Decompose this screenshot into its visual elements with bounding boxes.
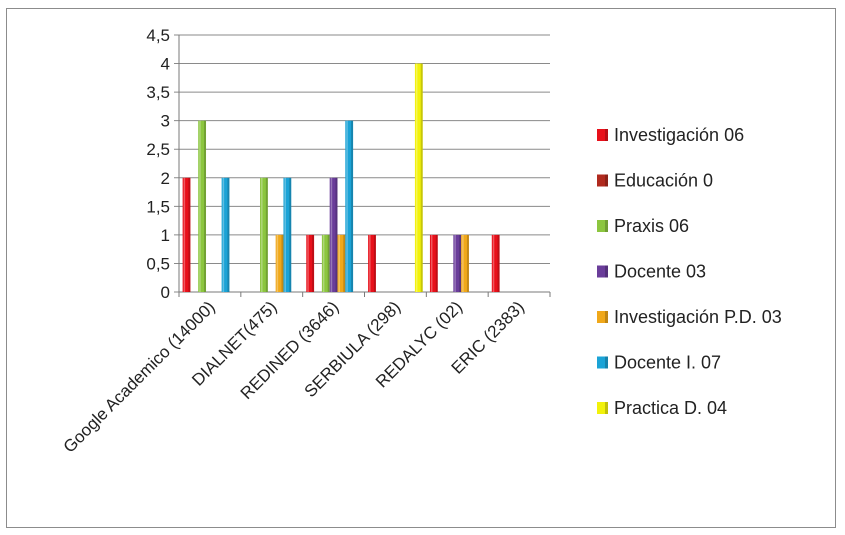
- y-tick-label: 4,5: [146, 26, 170, 45]
- bar-4-1: [275, 234, 284, 292]
- legend-label: Investigación 06: [614, 125, 744, 145]
- legend-item: Educación 0: [597, 171, 713, 191]
- bar-2-0: [198, 120, 207, 293]
- legend-item: Practica D. 04: [597, 398, 727, 418]
- bar-highlight: [183, 177, 186, 292]
- bar-highlight: [307, 234, 309, 292]
- y-tick-label: 3,5: [146, 83, 170, 102]
- bar-highlight: [462, 234, 464, 292]
- bar-shade: [327, 234, 330, 292]
- bar-shade: [466, 234, 469, 292]
- bar-2-2: [321, 234, 330, 292]
- bar-shade: [312, 234, 315, 292]
- y-tick-label: 2: [161, 169, 170, 188]
- bar-shade: [204, 120, 207, 293]
- axes: [178, 35, 551, 297]
- legend-item: Investigación 06: [597, 125, 744, 145]
- bar-shade: [497, 234, 500, 292]
- bar-shade: [289, 177, 292, 292]
- bar-0-3: [368, 234, 376, 292]
- bar-3-4: [453, 234, 462, 292]
- bar-0-4: [429, 234, 438, 292]
- legend-swatch-shade: [605, 220, 608, 232]
- gridlines: [174, 34, 550, 293]
- bar-3-2: [329, 177, 338, 292]
- legend-swatch-shade: [605, 356, 608, 369]
- legend-item: Docente 03: [597, 262, 706, 282]
- y-tick-label: 4: [161, 55, 170, 74]
- bar-highlight: [430, 234, 433, 292]
- y-tick-label: 3: [161, 112, 170, 131]
- bar-5-1: [283, 177, 292, 292]
- bar-2-1: [260, 177, 268, 292]
- legend-swatch: [597, 220, 608, 232]
- legend-swatch-shade: [605, 402, 608, 414]
- bar-highlight: [415, 63, 418, 292]
- legend-label: Docente I. 07: [614, 353, 721, 373]
- y-tick-labels: 0 0,5 1 1,5 2 2,5 3 3,5 4 4,5: [146, 26, 170, 302]
- legend-label: Praxis 06: [614, 216, 689, 236]
- legend-item: Praxis 06: [597, 216, 689, 236]
- bar-shade: [351, 120, 354, 293]
- legend-swatch-shade: [605, 129, 608, 141]
- bar-5-2: [345, 120, 354, 293]
- bar-shade: [343, 234, 346, 292]
- legend-swatch: [597, 265, 608, 278]
- x-category-labels: Google Academico (14000)DIALNET(475)REDI…: [60, 297, 528, 456]
- y-tick-label: 1: [161, 226, 170, 245]
- bar-highlight: [222, 177, 225, 292]
- bar-shade: [373, 234, 376, 292]
- legend-swatch: [597, 356, 608, 369]
- bars: [182, 63, 500, 293]
- legend-swatch: [597, 311, 608, 323]
- legend-label: Educación 0: [614, 171, 713, 191]
- bar-4-2: [337, 234, 346, 292]
- bar-shade: [265, 177, 268, 292]
- legend: Investigación 06 Educación 0 Praxis 06 Doce…: [597, 125, 782, 418]
- legend-swatch-shade: [605, 265, 608, 278]
- bar-highlight: [346, 120, 348, 293]
- bar-highlight: [492, 234, 495, 292]
- legend-label: Docente 03: [614, 262, 706, 282]
- bar-highlight: [454, 234, 456, 292]
- y-tick-label: 0: [161, 283, 170, 302]
- bar-0-5: [491, 234, 500, 292]
- bar-highlight: [261, 177, 263, 292]
- bar-6-3: [414, 63, 423, 292]
- bar-0-2: [306, 234, 315, 292]
- bar-highlight: [330, 177, 333, 292]
- legend-item: Docente I. 07: [597, 353, 721, 373]
- legend-label: Practica D. 04: [614, 398, 727, 418]
- bar-4-4: [461, 234, 469, 292]
- legend-swatch: [597, 174, 608, 187]
- bar-chart: 0 0,5 1 1,5 2 2,5 3 3,5 4 4,5 Google Academico (1…: [60, 26, 782, 457]
- bar-highlight: [199, 120, 201, 293]
- bar-highlight: [322, 234, 325, 292]
- bar-highlight: [284, 177, 286, 292]
- legend-label: Investigación P.D. 03: [614, 307, 782, 327]
- y-tick-label: 0,5: [146, 254, 170, 273]
- bar-0-0: [182, 177, 191, 292]
- legend-swatch-shade: [605, 311, 608, 323]
- legend-swatch: [597, 402, 608, 414]
- bar-highlight: [338, 234, 340, 292]
- bar-highlight: [276, 234, 279, 292]
- bar-highlight: [369, 234, 371, 292]
- chart-frame: 0 0,5 1 1,5 2 2,5 3 3,5 4 4,5 Google Academico (1…: [6, 8, 836, 528]
- bar-shade: [188, 177, 191, 292]
- bar-shade: [459, 234, 462, 292]
- y-tick-label: 1,5: [146, 197, 170, 216]
- legend-swatch: [597, 129, 608, 141]
- legend-item: Investigación P.D. 03: [597, 307, 782, 327]
- bar-shade: [335, 177, 338, 292]
- bar-shade: [227, 177, 230, 292]
- y-tick-label: 2,5: [146, 140, 170, 159]
- bar-shade: [435, 234, 438, 292]
- bar-shade: [420, 63, 423, 292]
- bar-shade: [281, 234, 284, 292]
- legend-swatch-shade: [605, 174, 608, 187]
- bar-5-0: [221, 177, 230, 292]
